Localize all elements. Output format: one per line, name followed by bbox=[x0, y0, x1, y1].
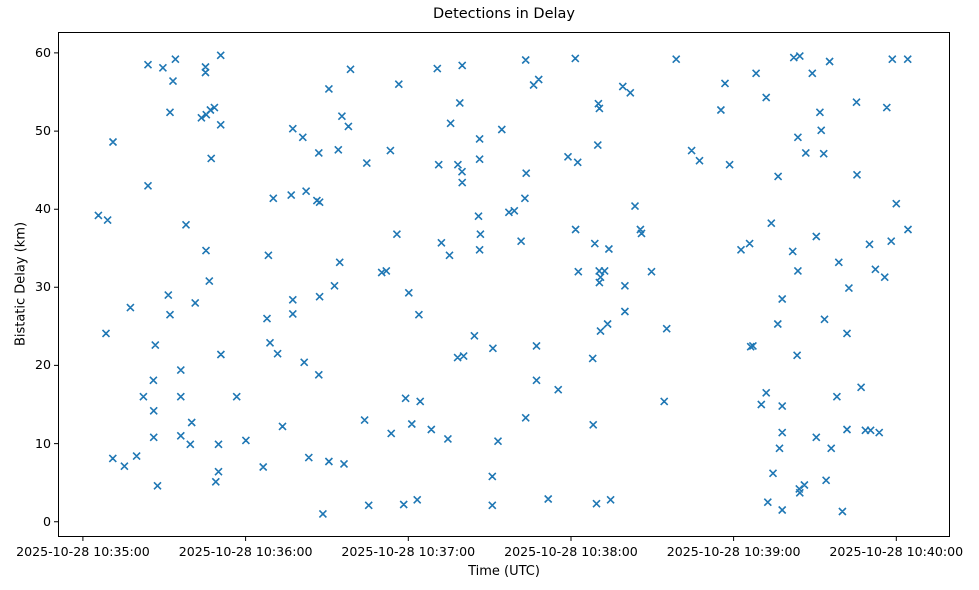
y-tick-label: 50 bbox=[34, 123, 51, 139]
y-tick-label: 20 bbox=[34, 357, 51, 373]
axis-ticks bbox=[54, 52, 897, 541]
chart-title: Detections in Delay bbox=[432, 6, 575, 22]
y-tick-label: 10 bbox=[34, 435, 51, 451]
x-tick-label: 2025-10-28 10:35:00 bbox=[16, 544, 150, 559]
x-tick-label: 2025-10-28 10:37:00 bbox=[341, 544, 476, 559]
y-tick-label: 0 bbox=[42, 513, 51, 529]
x-tick-label: 2025-10-28 10:40:00 bbox=[829, 544, 964, 559]
scatter-points-layer bbox=[94, 51, 913, 518]
y-tick-label: 30 bbox=[34, 279, 51, 295]
x-axis-label: Time (UTC) bbox=[468, 564, 540, 579]
plot-frame bbox=[58, 32, 950, 537]
y-tick-label: 60 bbox=[34, 44, 51, 60]
x-tick-label: 2025-10-28 10:38:00 bbox=[504, 544, 638, 559]
y-tick-label: 40 bbox=[34, 201, 51, 217]
x-tick-label: 2025-10-28 10:39:00 bbox=[666, 544, 801, 559]
x-tick-label: 2025-10-28 10:36:00 bbox=[178, 544, 313, 559]
